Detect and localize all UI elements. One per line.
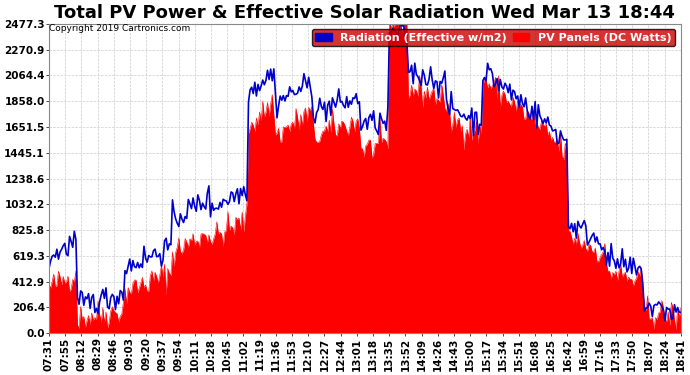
Text: Copyright 2019 Cartronics.com: Copyright 2019 Cartronics.com: [49, 24, 190, 33]
Legend: Radiation (Effective w/m2), PV Panels (DC Watts): Radiation (Effective w/m2), PV Panels (D…: [312, 29, 676, 46]
Title: Total PV Power & Effective Solar Radiation Wed Mar 13 18:44: Total PV Power & Effective Solar Radiati…: [55, 4, 676, 22]
